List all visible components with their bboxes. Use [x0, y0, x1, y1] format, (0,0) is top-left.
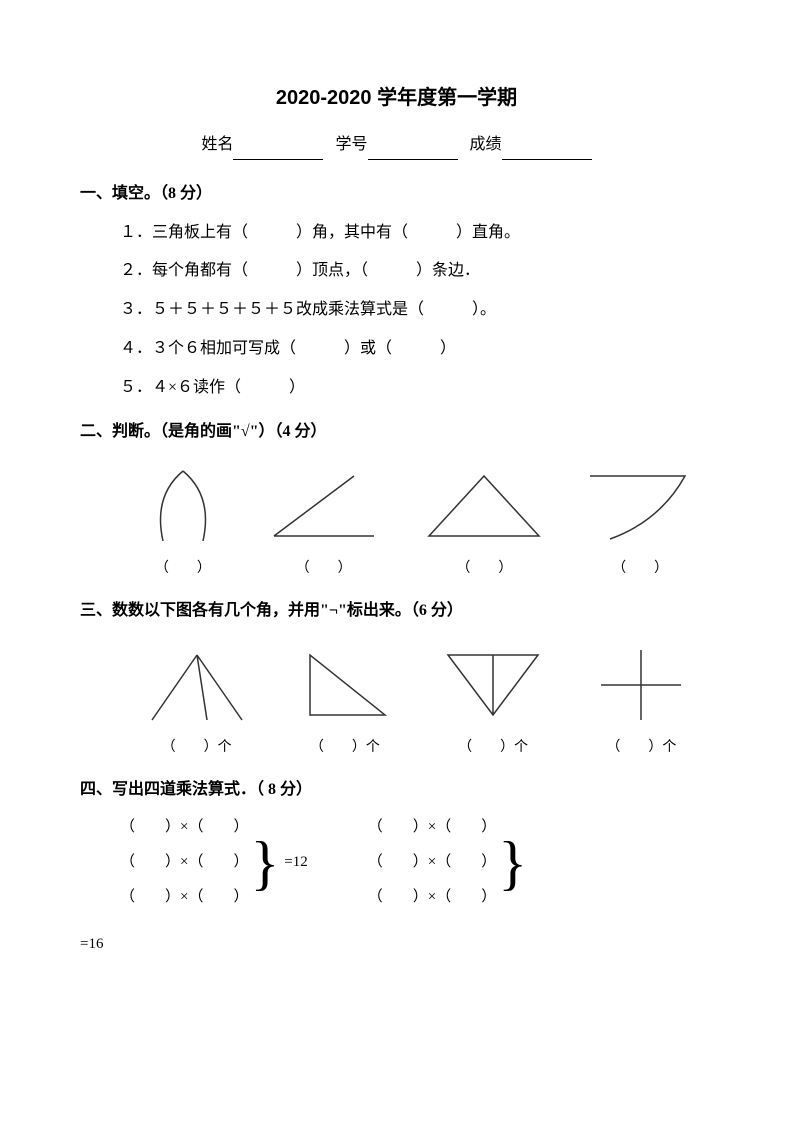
name-label: 姓名	[201, 136, 233, 153]
curve-shape-icon	[585, 461, 695, 551]
mult-group-2: （ ）×（ ） （ ）×（ ） （ ）×（ ） }	[368, 814, 527, 911]
mult-line-1b: （ ）×（ ）	[120, 849, 248, 876]
shape2-3: （ ）	[419, 461, 549, 581]
blank2-3: （ ）	[456, 556, 512, 581]
blank2-2: （ ）	[296, 556, 352, 581]
student-info-line: 姓名 学号 成绩	[80, 131, 713, 160]
mult-group-1: （ ）×（ ） （ ）×（ ） （ ）×（ ） } =12	[120, 814, 308, 911]
section4-header: 四、写出四道乘法算式．（ 8 分）	[80, 776, 713, 805]
shape2-2: （ ）	[264, 461, 384, 581]
shape3-4: （ ）个	[591, 640, 691, 760]
eq12: =12	[284, 849, 307, 876]
q1-3: ３．５＋５＋５＋５＋５改成乘法算式是（ ）。	[120, 296, 713, 325]
shape3-1: （ ）个	[142, 640, 252, 760]
section3-shapes: （ ）个 （ ）个 （ ）个 （ ）个	[120, 640, 713, 760]
q1-4: ４．３个６相加可写成（ ）或（ ）	[120, 335, 713, 364]
blank3-3: （ ）个	[458, 735, 528, 760]
blank3-1: （ ）个	[162, 735, 232, 760]
q1-2: ２．每个角都有（ ）顶点，（ ）条边．	[120, 257, 713, 286]
mult-line-1a: （ ）×（ ）	[120, 814, 248, 841]
blank2-1: （ ）	[155, 556, 211, 581]
section4-content: （ ）×（ ） （ ）×（ ） （ ）×（ ） } =12 （ ）×（ ） （ …	[120, 814, 713, 911]
mult-line-2a: （ ）×（ ）	[368, 814, 496, 841]
mult-line-2b: （ ）×（ ）	[368, 849, 496, 876]
shape2-4: （ ）	[585, 461, 695, 581]
blank3-4: （ ）个	[606, 735, 676, 760]
shape2-1: （ ）	[138, 461, 228, 581]
brace-icon-1: }	[250, 823, 279, 903]
section2-shapes: （ ） （ ） （ ） （ ）	[120, 461, 713, 581]
section3-header: 三、数数以下图各有几个角，并用"¬"标出来。（6 分）	[80, 597, 713, 626]
bisected-triangle-icon	[438, 640, 548, 730]
section2-header: 二、判断。（是角的画"√"）（4 分）	[80, 418, 713, 447]
triangle-shape-icon	[419, 461, 549, 551]
name-blank	[233, 142, 323, 160]
blank2-4: （ ）	[612, 556, 668, 581]
q1-1: １．三角板上有（ ）角，其中有（ ）直角。	[120, 219, 713, 248]
leaf-shape-icon	[138, 461, 228, 551]
q1-5: ５．４×６读作（ ）	[120, 374, 713, 403]
shape3-3: （ ）个	[438, 640, 548, 760]
page-title: 2020-2020 学年度第一学期	[80, 80, 713, 116]
section1-header: 一、填空。（8 分）	[80, 180, 713, 209]
score-label: 成绩	[470, 136, 502, 153]
right-triangle-icon	[295, 640, 395, 730]
blank3-2: （ ）个	[310, 735, 380, 760]
mult-line-1c: （ ）×（ ）	[120, 884, 248, 911]
score-blank	[502, 142, 592, 160]
mult-line-2c: （ ）×（ ）	[368, 884, 496, 911]
angle-shape-icon	[264, 461, 384, 551]
eq16: =16	[80, 931, 713, 958]
id-label: 学号	[335, 136, 367, 153]
brace-icon-2: }	[498, 823, 527, 903]
shape3-2: （ ）个	[295, 640, 395, 760]
rays-shape-icon	[142, 640, 252, 730]
id-blank	[368, 142, 458, 160]
cross-shape-icon	[591, 640, 691, 730]
